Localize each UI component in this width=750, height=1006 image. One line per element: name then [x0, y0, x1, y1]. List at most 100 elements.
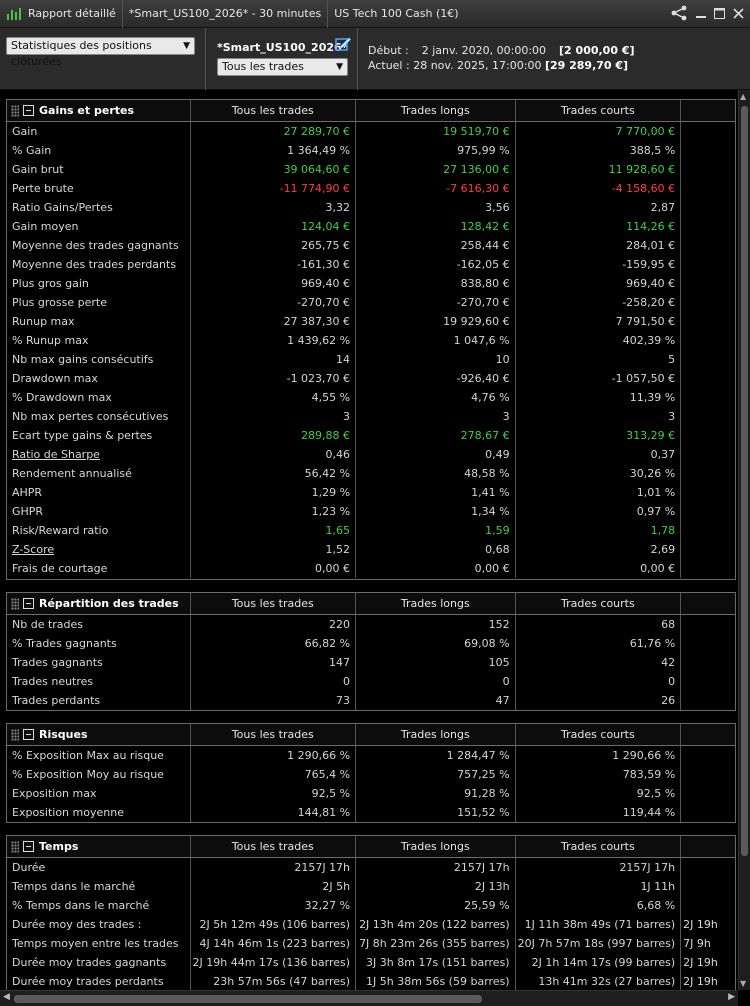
- cell-value-extra: [681, 672, 735, 691]
- scroll-left-icon[interactable]: ◀: [3, 992, 10, 1002]
- cell-value: 220: [191, 615, 357, 634]
- table-row: Trades gagnants 147 105 42: [7, 653, 735, 672]
- cell-value: 2J 13h 4m 20s (122 barres): [356, 915, 516, 934]
- cell-value: -258,20 €: [516, 293, 682, 312]
- stats-type-select[interactable]: Statistiques des positions clôturées ▼: [6, 37, 195, 68]
- cell-value-extra: [681, 634, 735, 653]
- scroll-thumb[interactable]: [741, 106, 748, 856]
- cell-value-extra: [681, 521, 735, 540]
- cell-value: 11 928,60 €: [516, 160, 682, 179]
- scroll-right-icon[interactable]: ▶: [728, 992, 735, 1002]
- cell-value-extra: [681, 388, 735, 407]
- tab-instrument[interactable]: US Tech 100 Cash (1€): [328, 0, 464, 28]
- cell-value: -270,70 €: [191, 293, 357, 312]
- table-row: Trades neutres 0 0 0: [7, 672, 735, 691]
- row-label[interactable]: Z-Score: [7, 540, 191, 559]
- row-label: Nb max pertes consécutives: [7, 407, 191, 426]
- vertical-scrollbar[interactable]: ▲ ▼: [738, 90, 750, 990]
- cell-value: 0,00 €: [356, 559, 516, 578]
- row-label: Plus gros gain: [7, 274, 191, 293]
- cell-value: 1,41 %: [356, 483, 516, 502]
- row-label: % Trades gagnants: [7, 634, 191, 653]
- close-icon[interactable]: [733, 7, 744, 19]
- cell-value: -1 023,70 €: [191, 369, 357, 388]
- column-header: Trades courts: [516, 593, 682, 614]
- column-header: Tous les trades: [191, 724, 357, 745]
- app-logo-icon: [6, 7, 24, 21]
- row-label: Frais de courtage: [7, 559, 191, 578]
- section-title-cell: Répartition des trades: [7, 593, 191, 614]
- horizontal-scrollbar[interactable]: ◀ ▶: [0, 990, 738, 1006]
- row-label: Durée moy trades perdants: [7, 972, 191, 991]
- period-info: Début : 2 janv. 2020, 00:00:00 [2 000,00…: [368, 43, 635, 73]
- cell-value: 26: [516, 691, 682, 710]
- drag-handle-icon[interactable]: [11, 104, 19, 117]
- table-row: Nb max gains consécutifs 14 10 5: [7, 350, 735, 369]
- share-icon[interactable]: [670, 5, 688, 21]
- drag-handle-icon[interactable]: [11, 840, 19, 853]
- section-gains-pertes: Gains et pertes Tous les trades Trades lon…: [6, 99, 736, 580]
- cell-value: 151,52 %: [356, 803, 516, 822]
- cell-value-extra: [681, 784, 735, 803]
- cell-value: 56,42 %: [191, 464, 357, 483]
- cell-value: 6,68 %: [516, 896, 682, 915]
- cell-value: 39 064,60 €: [191, 160, 357, 179]
- cell-value: -4 158,60 €: [516, 179, 682, 198]
- maximize-icon[interactable]: [714, 7, 725, 19]
- cell-value-extra: [681, 217, 735, 236]
- collapse-icon[interactable]: [23, 729, 34, 740]
- table-row: Gain 27 289,70 €19 519,70 €7 770,00 €: [7, 122, 735, 141]
- row-label: Gain: [7, 122, 191, 141]
- row-label: Gain brut: [7, 160, 191, 179]
- cell-value-extra: [681, 350, 735, 369]
- row-label[interactable]: Ratio de Sharpe: [7, 445, 191, 464]
- minimize-icon[interactable]: [696, 7, 706, 19]
- table-row: Perte brute -11 774,90 € -7 616,30 € -4 158…: [7, 179, 735, 198]
- cell-value-extra: [681, 274, 735, 293]
- cell-value: 0,49: [356, 445, 516, 464]
- cell-value-extra: [681, 255, 735, 274]
- cell-value: 1,23 %: [191, 502, 357, 521]
- cell-value: 1J 11h 38m 49s (71 barres): [516, 915, 682, 934]
- cell-value: 1 284,47 %: [356, 746, 516, 765]
- cell-value-extra: [681, 540, 735, 559]
- tab-strategy[interactable]: *Smart_US100_2026* - 30 minutes: [123, 0, 329, 28]
- collapse-icon[interactable]: [23, 105, 34, 116]
- cell-value: 2157J 17h: [191, 858, 357, 877]
- collapse-icon[interactable]: [23, 598, 34, 609]
- row-label: % Exposition Max au risque: [7, 746, 191, 765]
- cell-value: -926,40 €: [356, 369, 516, 388]
- cell-value: 3: [191, 407, 357, 426]
- drag-handle-icon[interactable]: [11, 728, 19, 741]
- trades-filter-select[interactable]: Tous les trades ▼: [217, 58, 348, 76]
- start-line: Début : 2 janv. 2020, 00:00:00 [2 000,00…: [368, 43, 635, 58]
- cell-value: 3: [356, 407, 516, 426]
- scroll-down-icon[interactable]: ▼: [740, 979, 747, 988]
- table-row: % Gain 1 364,49 % 975,99 % 388,5 %: [7, 141, 735, 160]
- section-header: Répartition des trades Tous les trades Tra…: [7, 593, 735, 615]
- scroll-thumb[interactable]: [14, 995, 482, 1003]
- cell-value: 1 290,66 %: [516, 746, 682, 765]
- edit-icon[interactable]: [335, 36, 351, 52]
- table-row: Drawdown max -1 023,70 € -926,40 € -1 057,5…: [7, 369, 735, 388]
- column-header: Trades courts: [516, 100, 682, 121]
- scroll-up-icon[interactable]: ▲: [740, 92, 747, 101]
- drag-handle-icon[interactable]: [11, 597, 19, 610]
- cell-value: 5: [516, 350, 682, 369]
- row-label: % Temps dans le marché: [7, 896, 191, 915]
- section-title-cell: Risques: [7, 724, 191, 745]
- section-header: Gains et pertes Tous les trades Trades lon…: [7, 100, 735, 122]
- cell-value: 975,99 %: [356, 141, 516, 160]
- row-label: Ecart type gains & pertes: [7, 426, 191, 445]
- cell-value-extra: [681, 502, 735, 521]
- cell-value: 25,59 %: [356, 896, 516, 915]
- row-label: Temps moyen entre les trades: [7, 934, 191, 953]
- cell-value: 30,26 %: [516, 464, 682, 483]
- cell-value-extra: 7J 9h: [683, 937, 711, 950]
- tab-detailed-report[interactable]: Rapport détaillé: [0, 0, 123, 28]
- cell-value: 1,01 %: [516, 483, 682, 502]
- cell-value: 11,39 %: [516, 388, 682, 407]
- collapse-icon[interactable]: [23, 841, 34, 852]
- table-row: % Temps dans le marché 32,27 % 25,59 % 6,68…: [7, 896, 735, 915]
- cell-value: 73: [191, 691, 357, 710]
